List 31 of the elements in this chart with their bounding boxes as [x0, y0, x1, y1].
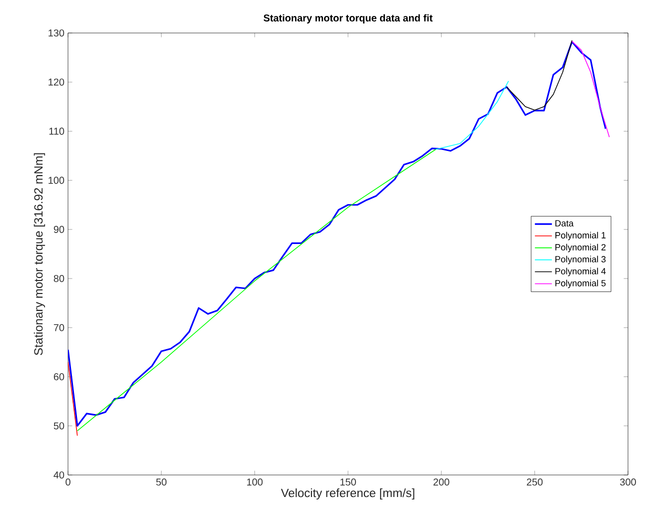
y-tick-label: 110: [49, 128, 64, 135]
x-tick-label: 100: [247, 478, 263, 486]
line-series: [76, 148, 436, 432]
x-axis-title: Velocity reference [mm/s]: [280, 488, 414, 500]
legend-label: Data: [555, 220, 574, 226]
y-tick-label: 130: [48, 29, 64, 37]
x-tick-label: 0: [66, 478, 70, 486]
legend-label: Polynomial 4: [555, 268, 606, 276]
legend-label: Polynomial 5: [555, 280, 606, 288]
legend-label: Polynomial 3: [555, 256, 606, 264]
x-tick-label: 50: [156, 478, 166, 486]
y-tick-label: 90: [54, 226, 64, 233]
x-tick-label: 200: [434, 478, 450, 486]
x-tick-label: 250: [526, 478, 543, 486]
legend-label: Polynomial 2: [555, 244, 606, 252]
y-tick-label: 120: [48, 78, 64, 86]
line-series: [506, 40, 572, 110]
y-tick-label: 70: [54, 324, 64, 332]
line-series: [68, 41, 606, 427]
line-series: [572, 40, 610, 138]
y-tick-label: 100: [48, 176, 64, 184]
y-tick-label: 50: [54, 422, 64, 430]
chart-title: Stationary motor torque data and fit: [264, 14, 433, 24]
x-tick-label: 300: [620, 478, 636, 486]
legend-label: Polynomial 1: [555, 232, 606, 240]
y-axis-title: Stationary motor torque [316.92 mNm]: [34, 153, 46, 356]
y-tick-label: 80: [54, 275, 64, 282]
y-tick-label: 40: [54, 471, 64, 479]
y-tick-label: 60: [54, 373, 64, 380]
line-series: [435, 80, 509, 150]
x-tick-label: 150: [340, 478, 356, 486]
